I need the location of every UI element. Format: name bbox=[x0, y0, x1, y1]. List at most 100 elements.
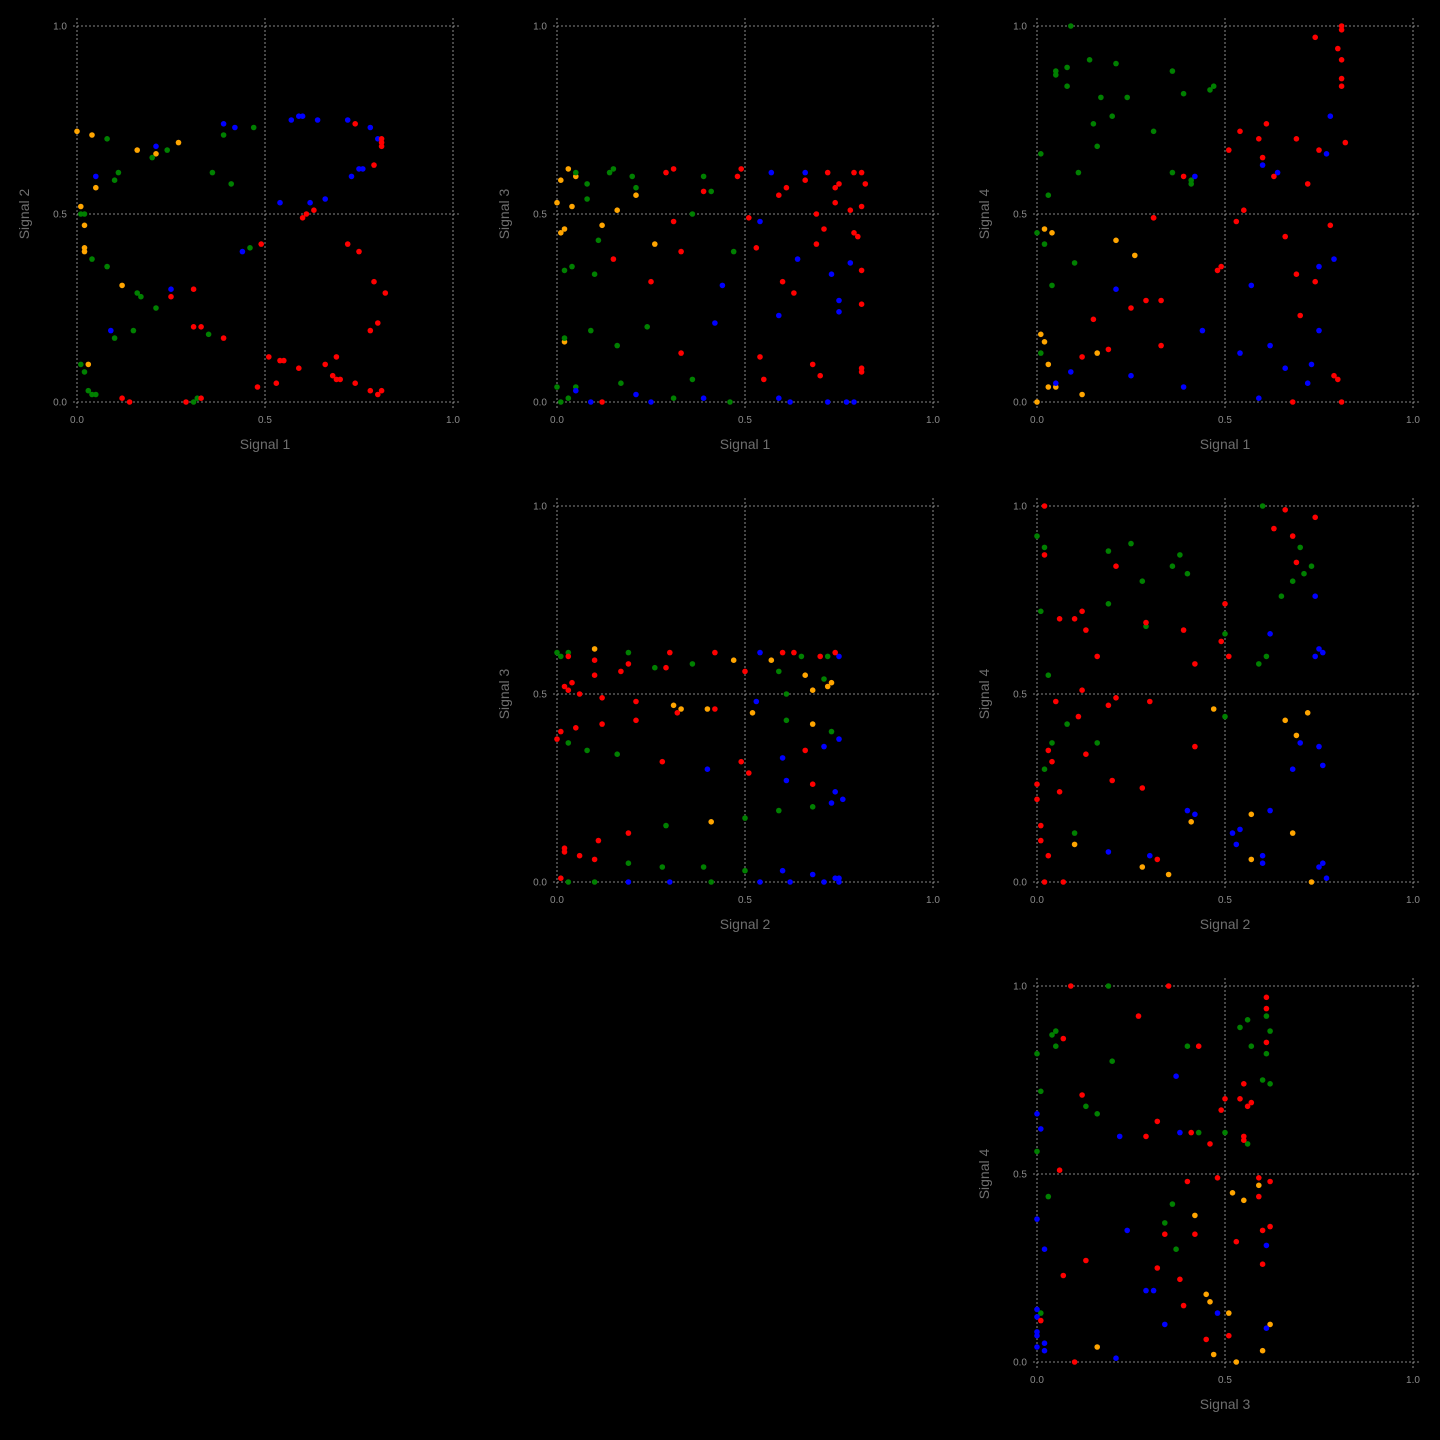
data-point bbox=[1060, 1272, 1067, 1279]
data-point bbox=[1075, 713, 1082, 720]
data-point bbox=[1071, 830, 1078, 836]
data-point bbox=[1293, 136, 1300, 142]
data-point bbox=[228, 181, 234, 187]
data-point bbox=[1320, 649, 1326, 656]
data-point bbox=[1312, 278, 1318, 285]
y-tick-label: 1.0 bbox=[1013, 502, 1027, 513]
data-point bbox=[1049, 1032, 1055, 1038]
data-point bbox=[659, 758, 666, 765]
data-point bbox=[1128, 540, 1134, 547]
data-point bbox=[1079, 608, 1085, 615]
data-point bbox=[1241, 1197, 1247, 1204]
data-point bbox=[1109, 1058, 1115, 1064]
data-point bbox=[1248, 282, 1255, 289]
y-axis-label: Signal 4 bbox=[976, 668, 992, 719]
data-point bbox=[776, 807, 782, 814]
data-point bbox=[1192, 1231, 1198, 1237]
data-point bbox=[663, 664, 669, 671]
data-point bbox=[1090, 121, 1097, 127]
data-point bbox=[667, 649, 673, 656]
data-point bbox=[1045, 852, 1052, 859]
data-point bbox=[821, 226, 827, 232]
data-point bbox=[329, 372, 336, 379]
data-point bbox=[1147, 698, 1153, 705]
data-point bbox=[836, 875, 842, 881]
data-point bbox=[742, 815, 748, 821]
data-point bbox=[1113, 60, 1119, 67]
data-point bbox=[1053, 698, 1059, 705]
data-point bbox=[610, 166, 617, 172]
data-point bbox=[588, 399, 594, 405]
data-point bbox=[813, 211, 820, 217]
data-point bbox=[1180, 627, 1187, 633]
data-point bbox=[104, 263, 110, 270]
data-point bbox=[220, 335, 227, 341]
data-point bbox=[753, 698, 760, 705]
scatter-panel-4: 0.0 0.5 1.0 0.0 0.5 1.0 Signal 2 Signal 3 bbox=[496, 498, 941, 932]
scatter-panel-3: 0.0 0.5 1.0 0.0 0.5 1.0 Signal 1 Signal 4 bbox=[976, 18, 1421, 452]
data-point bbox=[802, 672, 808, 678]
data-point bbox=[599, 695, 605, 701]
data-point bbox=[678, 350, 684, 356]
data-point bbox=[757, 879, 763, 885]
data-point bbox=[584, 747, 590, 754]
data-point bbox=[663, 169, 669, 176]
data-point bbox=[1045, 672, 1052, 678]
data-point bbox=[1331, 256, 1337, 262]
data-point bbox=[573, 169, 579, 176]
data-point bbox=[648, 278, 654, 285]
data-point bbox=[1241, 1137, 1247, 1143]
data-point bbox=[337, 376, 344, 383]
x-tick-label: 0.5 bbox=[258, 415, 272, 426]
data-point bbox=[652, 241, 658, 247]
data-point bbox=[1226, 653, 1232, 660]
x-tick-label: 1.0 bbox=[1406, 895, 1420, 906]
data-point bbox=[1056, 1167, 1063, 1173]
data-point bbox=[220, 132, 227, 138]
data-point bbox=[1192, 1212, 1198, 1219]
data-point bbox=[1263, 1242, 1270, 1249]
y-tick-label: 0.5 bbox=[1013, 1170, 1027, 1181]
data-point bbox=[700, 395, 707, 402]
data-point bbox=[81, 222, 88, 229]
data-point bbox=[1256, 395, 1262, 402]
data-point bbox=[1105, 849, 1112, 855]
data-point bbox=[554, 384, 560, 390]
data-point bbox=[130, 327, 137, 334]
data-point bbox=[382, 290, 389, 296]
data-point bbox=[836, 181, 842, 187]
x-tick-label: 0.0 bbox=[550, 895, 564, 906]
data-point bbox=[742, 867, 748, 874]
data-point bbox=[367, 327, 374, 334]
y-tick-label: 0.5 bbox=[53, 210, 67, 221]
y-axis-label: Signal 4 bbox=[976, 1148, 992, 1199]
data-point bbox=[1041, 503, 1048, 509]
data-point bbox=[1316, 743, 1322, 750]
data-point bbox=[1297, 312, 1303, 319]
data-point bbox=[1237, 350, 1243, 356]
data-point bbox=[809, 361, 816, 368]
data-point bbox=[1316, 864, 1322, 870]
data-point bbox=[1143, 1287, 1149, 1294]
data-point bbox=[1259, 162, 1266, 168]
data-point bbox=[299, 215, 306, 221]
data-point bbox=[1338, 57, 1345, 63]
data-point bbox=[1041, 1340, 1048, 1346]
data-point bbox=[565, 879, 572, 885]
data-point bbox=[1034, 399, 1040, 405]
data-point bbox=[1083, 751, 1089, 757]
data-point bbox=[757, 354, 763, 360]
data-point bbox=[198, 324, 204, 330]
data-point bbox=[1210, 1351, 1217, 1358]
data-point bbox=[1150, 128, 1157, 135]
data-point bbox=[1192, 661, 1198, 667]
data-point bbox=[1079, 391, 1085, 398]
data-point bbox=[558, 230, 564, 236]
data-point bbox=[81, 369, 88, 375]
data-point bbox=[1207, 1299, 1213, 1305]
data-point bbox=[1113, 237, 1119, 244]
data-point bbox=[1335, 376, 1341, 383]
data-point bbox=[1222, 1129, 1228, 1136]
data-point bbox=[824, 399, 831, 405]
